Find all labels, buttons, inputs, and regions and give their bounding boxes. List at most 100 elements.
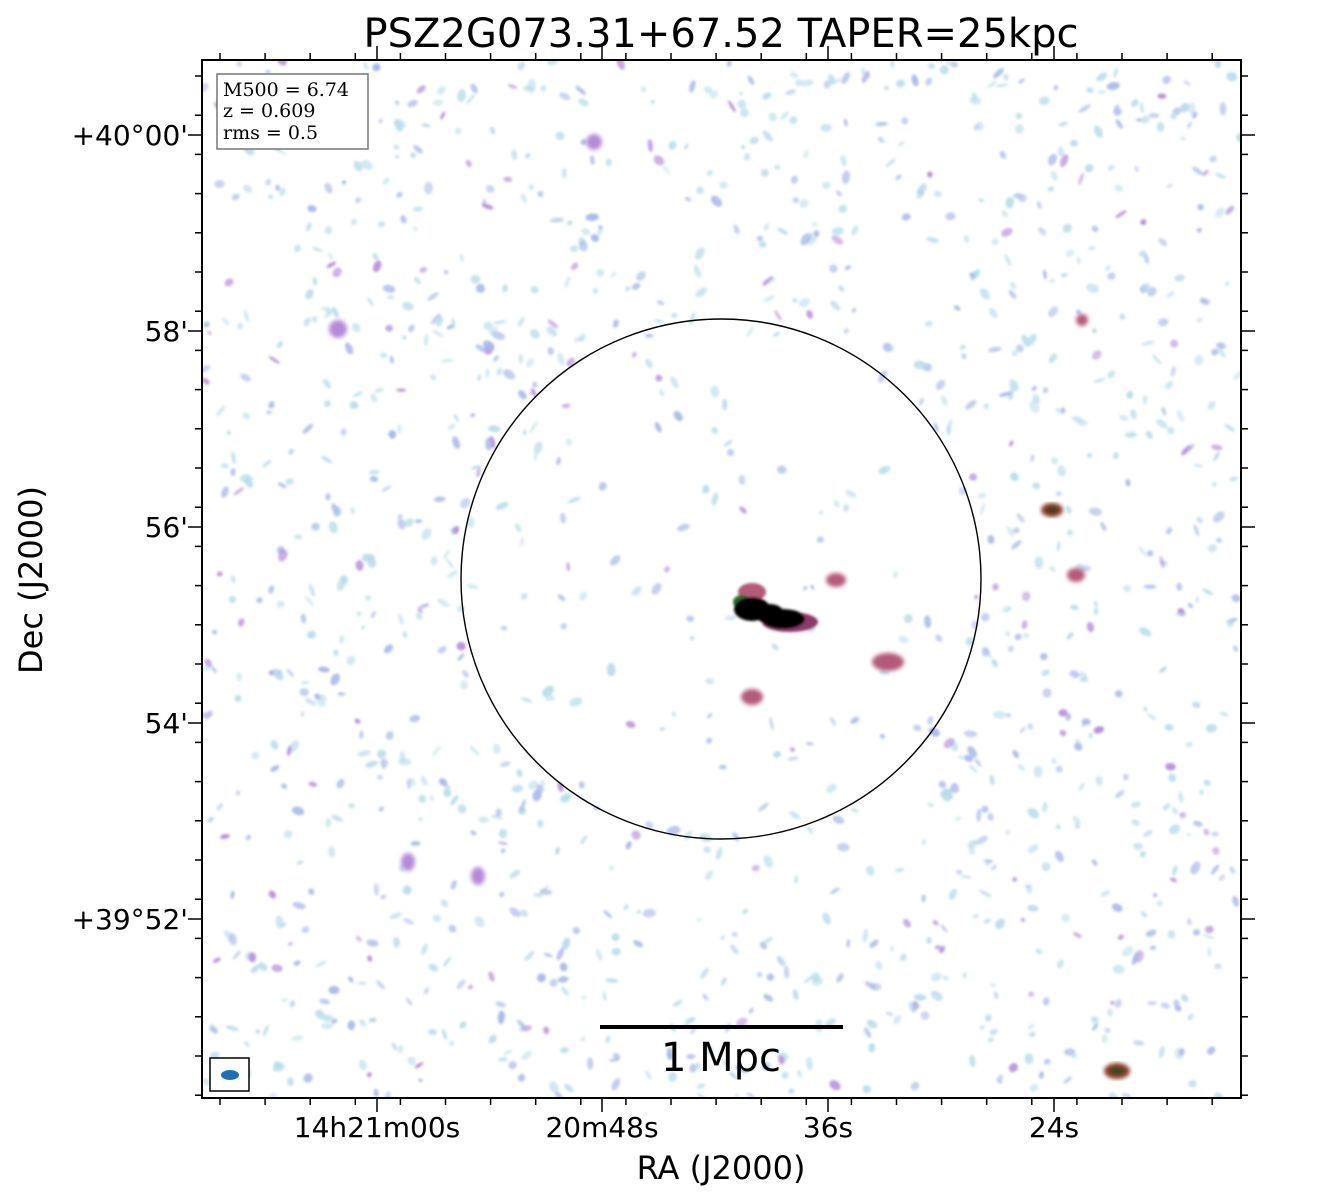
noise-speckle <box>410 841 421 846</box>
noise-speckle <box>1032 482 1041 490</box>
noise-speckle <box>1122 773 1129 781</box>
dec-tick-label-2: 56' <box>145 511 188 544</box>
noise-speckle <box>1176 410 1185 422</box>
noise-speckle <box>367 955 373 962</box>
noise-speckle <box>969 473 977 481</box>
noise-speckle <box>331 503 340 516</box>
noise-speckle <box>719 181 728 190</box>
noise-speckle <box>851 225 859 236</box>
noise-speckle <box>875 960 883 970</box>
noise-speckle <box>543 952 553 958</box>
noise-speckle <box>1203 779 1211 786</box>
noise-speckle <box>1143 830 1153 837</box>
noise-speckle <box>489 126 496 135</box>
noise-speckle <box>1074 742 1083 751</box>
noise-speckle <box>598 225 603 230</box>
noise-speckle <box>1232 895 1239 907</box>
noise-speckle <box>676 523 690 532</box>
noise-speckle <box>918 397 924 406</box>
noise-speckle <box>301 926 310 934</box>
noise-speckle <box>1167 426 1175 435</box>
noise-speckle <box>502 284 508 293</box>
noise-speckle <box>361 625 365 630</box>
noise-speckle <box>585 213 599 221</box>
noise-speckle <box>554 1091 564 1098</box>
noise-speckle <box>747 75 755 85</box>
noise-speckle <box>567 220 573 226</box>
noise-speckle <box>230 468 236 477</box>
noise-speckle <box>278 549 288 562</box>
noise-speckle <box>965 400 977 410</box>
noise-speckle <box>961 353 967 360</box>
noise-speckle <box>1186 832 1192 837</box>
noise-speckle <box>1024 884 1032 888</box>
noise-speckle <box>233 487 244 496</box>
noise-speckle <box>896 79 905 88</box>
noise-speckle <box>689 635 695 641</box>
noise-speckle <box>424 181 433 195</box>
noise-speckle <box>376 980 386 990</box>
noise-speckle <box>1049 278 1055 283</box>
noise-speckle <box>1070 604 1079 611</box>
noise-speckle <box>430 374 437 381</box>
noise-speckle <box>696 1083 706 1089</box>
noise-speckle <box>1026 886 1033 894</box>
noise-speckle <box>610 555 621 566</box>
noise-speckle <box>763 855 773 868</box>
noise-speckle <box>1056 959 1064 969</box>
noise-speckle <box>703 846 711 854</box>
noise-speckle <box>481 203 494 210</box>
noise-speckle <box>1093 607 1099 615</box>
info-mass: M500 = 6.74 <box>223 79 349 101</box>
noise-speckle <box>774 309 782 322</box>
noise-speckle <box>268 401 275 409</box>
noise-speckle <box>1144 254 1149 264</box>
noise-speckle <box>373 1088 379 1098</box>
noise-speckle <box>416 612 423 620</box>
noise-speckle <box>437 645 447 654</box>
noise-speckle <box>967 839 978 849</box>
noise-speckle <box>830 300 841 311</box>
noise-speckle <box>722 1059 726 1066</box>
noise-speckle <box>432 329 444 338</box>
noise-speckle <box>668 140 677 150</box>
noise-speckle <box>262 459 272 468</box>
noise-speckle <box>683 143 689 150</box>
noise-speckle <box>357 750 371 757</box>
noise-speckle <box>1070 139 1078 147</box>
noise-speckle <box>556 947 565 961</box>
noise-speckle <box>973 124 980 131</box>
noise-speckle <box>1063 1076 1072 1084</box>
noise-speckle <box>1147 286 1157 297</box>
noise-speckle <box>831 235 843 245</box>
noise-speckle <box>482 199 487 204</box>
noise-speckle <box>394 155 400 159</box>
noise-speckle <box>927 802 934 808</box>
noise-speckle <box>482 340 495 351</box>
noise-speckle <box>488 1034 497 1044</box>
noise-speckle <box>378 118 383 124</box>
noise-speckle <box>276 341 284 349</box>
noise-speckle <box>884 85 889 91</box>
noise-speckle <box>921 894 926 903</box>
noise-speckle <box>1181 994 1189 1002</box>
noise-speckle <box>1207 544 1218 553</box>
noise-speckle <box>498 828 508 839</box>
noise-speckle <box>485 185 495 193</box>
noise-speckle <box>833 499 840 508</box>
noise-speckle <box>924 320 933 327</box>
noise-speckle <box>359 730 364 739</box>
noise-speckle <box>610 271 617 278</box>
noise-speckle <box>702 993 709 1001</box>
noise-speckle <box>980 612 990 622</box>
noise-speckle <box>997 1079 1003 1084</box>
noise-speckle <box>305 222 312 232</box>
noise-speckle <box>1173 999 1180 1008</box>
noise-speckle <box>981 805 989 813</box>
noise-speckle <box>1008 1062 1018 1073</box>
noise-speckle <box>763 937 773 944</box>
noise-speckle <box>1166 183 1173 188</box>
noise-speckle <box>1131 819 1140 826</box>
noise-speckle <box>671 313 678 318</box>
